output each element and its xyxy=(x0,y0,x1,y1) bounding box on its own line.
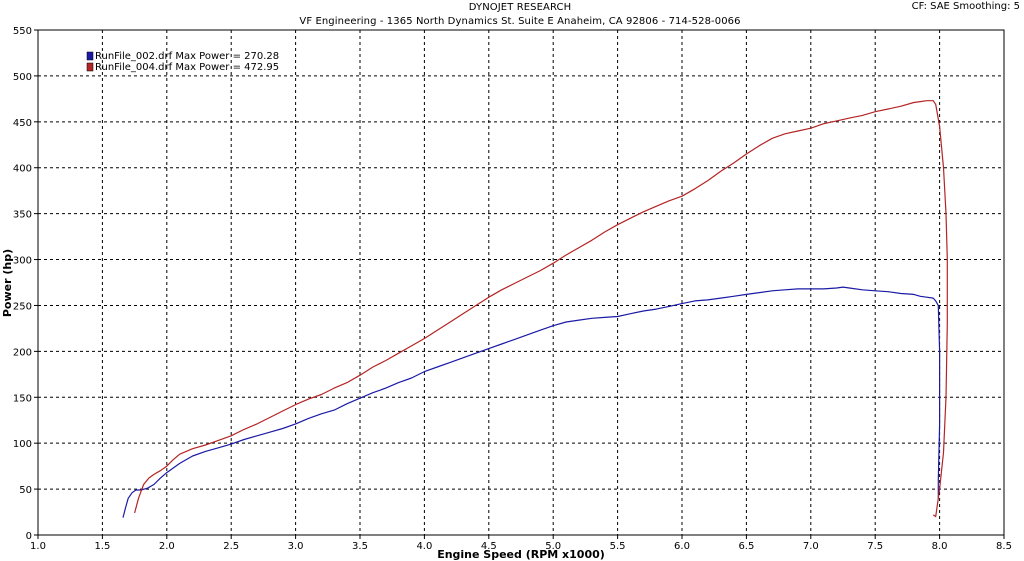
y-tick-label: 500 xyxy=(13,72,32,83)
plot-area xyxy=(37,29,1005,536)
y-axis-label: Power (hp) xyxy=(1,249,14,317)
grid-lines xyxy=(38,30,1004,535)
legend: RunFile_002.drf Max Power = 270.28RunFil… xyxy=(86,51,279,73)
y-tick-labels: 0 50 100 150 200 250 300 350 400 450 500 550 xyxy=(13,26,38,542)
x-tick-label: 2.5 xyxy=(223,541,239,552)
x-tick-label: 1.0 xyxy=(30,541,46,552)
y-tick-label: 0 xyxy=(26,531,32,542)
settings-readout: CF: SAE Smoothing: 5 xyxy=(911,1,1020,12)
y-tick-label: 150 xyxy=(13,393,32,404)
x-tick-label: 3.0 xyxy=(288,541,304,552)
x-tick-labels: 1.0 1.5 2.0 2.5 3.0 3.5 4.0 4.5 5.0 5.5 6.0 6.5 7.0 7… xyxy=(30,535,1012,552)
x-axis-label: Engine Speed (RPM x1000) xyxy=(437,548,605,561)
x-tick-label: 3.5 xyxy=(352,541,368,552)
x-tick-label: 5.5 xyxy=(610,541,626,552)
series-line-2 xyxy=(134,100,948,518)
y-tick-label: 50 xyxy=(19,485,32,496)
x-tick-label: 5.0 xyxy=(545,541,561,552)
legend-label-1: RunFile_002.drf Max Power = 270.28 xyxy=(95,51,279,62)
chart-title: DYNOJET RESEARCH xyxy=(468,2,572,13)
y-tick-label: 100 xyxy=(13,439,32,450)
y-tick-label: 250 xyxy=(13,301,32,312)
x-tick-label: 2.0 xyxy=(159,541,175,552)
x-tick-label: 4.0 xyxy=(416,541,432,552)
y-tick-label: 350 xyxy=(13,210,32,221)
x-tick-label: 6.5 xyxy=(738,541,754,552)
x-tick-label: 7.5 xyxy=(867,541,883,552)
y-tick-label: 400 xyxy=(13,164,32,175)
x-tick-label: 8.0 xyxy=(932,541,948,552)
series-lines xyxy=(122,100,948,518)
x-tick-label: 4.5 xyxy=(481,541,497,552)
legend-swatch-1 xyxy=(86,51,94,61)
legend-swatch-2 xyxy=(86,62,94,72)
x-tick-label: 8.5 xyxy=(996,541,1012,552)
y-tick-label: 550 xyxy=(13,26,32,37)
x-tick-label: 1.5 xyxy=(94,541,110,552)
y-tick-label: 450 xyxy=(13,118,32,129)
x-tick-label: 7.0 xyxy=(803,541,819,552)
y-tick-label: 200 xyxy=(13,347,32,358)
chart-subtitle: VF Engineering - 1365 North Dynamics St.… xyxy=(299,16,741,27)
series-line-1 xyxy=(122,286,941,518)
y-tick-label: 300 xyxy=(13,256,32,267)
x-tick-label: 6.0 xyxy=(674,541,690,552)
legend-label-2: RunFile_004.drf Max Power = 472.95 xyxy=(95,62,279,73)
